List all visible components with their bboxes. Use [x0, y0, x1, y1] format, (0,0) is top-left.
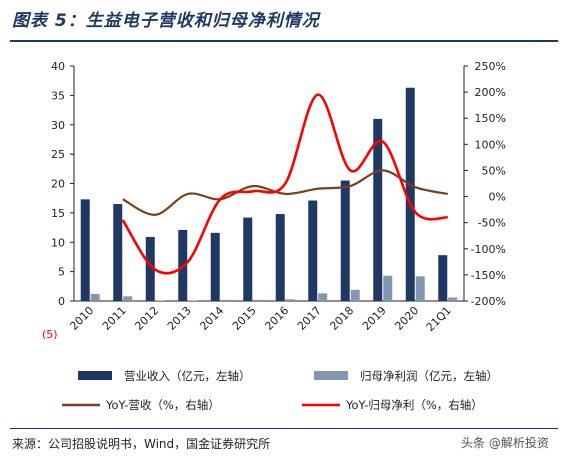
revenue-bar — [373, 118, 383, 301]
chart-svg: 0 5 10 15 20 25 30 35 40 -200% -150% -100% -50% 0% 50%… — [42, 60, 506, 412]
right-tick-label: 50% — [482, 164, 506, 177]
right-tick-label: -200% — [471, 295, 506, 308]
left-tick-label: 20 — [51, 178, 65, 191]
title-divider — [10, 40, 558, 42]
revenue-bar — [80, 199, 90, 301]
chart-lines — [121, 93, 449, 275]
revenue-bar — [405, 87, 415, 301]
revenue-bar — [340, 180, 350, 301]
right-tick-label: -150% — [471, 269, 506, 282]
x-tick-label: 2020 — [392, 304, 421, 333]
x-tick-label: 2018 — [327, 304, 356, 333]
right-tick-label: 200% — [475, 86, 506, 99]
profit-bar — [123, 296, 133, 301]
left-tick-label: 0 — [58, 295, 65, 308]
left-tick-label: 5 — [58, 266, 65, 279]
profit-bar — [285, 299, 295, 301]
chart-legend: 营业收入（亿元，左轴） 归母净利润（亿元，左轴） YoY-营收（%，右轴） YoY-归… — [62, 369, 498, 412]
right-tick-label: 100% — [475, 138, 506, 151]
profit-bar — [253, 299, 263, 301]
x-tick-label: 2010 — [67, 304, 96, 333]
x-tick-label: 2015 — [230, 304, 259, 333]
right-tick-label: 250% — [475, 60, 506, 73]
profit-bar — [448, 297, 458, 301]
profit-bar — [318, 293, 328, 301]
x-tick-label: 2019 — [360, 304, 389, 333]
profit-bar — [220, 299, 230, 301]
legend-swatch-bar — [78, 371, 112, 380]
x-tick-label: 2017 — [295, 304, 324, 333]
chart-axes: 0 5 10 15 20 25 30 35 40 -200% -150% -100% -50% 0% 50%… — [51, 60, 506, 308]
right-tick-label: 0% — [489, 191, 506, 204]
left-tick-label: 40 — [51, 60, 65, 73]
x-tick-label: 2014 — [197, 304, 226, 333]
profit-bar — [188, 300, 198, 301]
left-tick-label: 30 — [51, 119, 65, 132]
x-tick-label: 2012 — [132, 304, 161, 333]
right-tick-label: -50% — [478, 217, 506, 230]
legend-label: YoY-营收（%，右轴） — [105, 398, 220, 412]
left-tick-label: 35 — [51, 89, 65, 102]
profit-bar — [155, 300, 165, 301]
revenue-bar — [145, 236, 155, 301]
profit-yoy-line — [121, 93, 448, 275]
revenue-bar — [438, 255, 448, 301]
left-tick-label: 25 — [51, 148, 65, 161]
left-tick-label: 10 — [51, 236, 65, 249]
profit-bar — [90, 293, 100, 301]
legend-swatch-bar — [314, 371, 348, 380]
revenue-bar — [275, 214, 285, 301]
figure-title: 图表 5：生益电子营收和归母净利情况 — [12, 11, 320, 31]
profit-bar — [383, 275, 393, 301]
x-axis-ticks: 2010 2011 2012 2013 2014 2015 2016 2017 2018 2019… — [67, 304, 453, 334]
chart-annotation: (5) — [42, 328, 58, 341]
x-tick-label: 2011 — [100, 304, 129, 333]
right-tick-label: -100% — [471, 243, 506, 256]
profit-bar — [415, 276, 425, 301]
x-tick-label: 2016 — [262, 304, 291, 333]
revenue-bar — [210, 232, 220, 301]
revenue-bar — [113, 204, 123, 301]
left-tick-label: 15 — [51, 207, 65, 220]
right-tick-label: 150% — [475, 112, 506, 125]
x-tick-label: 2013 — [165, 304, 194, 333]
chart-bars — [80, 87, 458, 301]
revenue-yoy-line — [122, 169, 449, 216]
revenue-bar — [243, 217, 253, 301]
x-tick-label: 21Q1 — [424, 304, 454, 334]
figure-source: 来源：公司招股说明书，Wind，国金证券研究所 — [12, 437, 271, 451]
legend-label: 归母净利润（亿元，左轴） — [360, 369, 498, 383]
legend-label: 营业收入（亿元，左轴） — [124, 369, 251, 383]
legend-label: YoY-归母净利（%，右轴） — [345, 398, 483, 412]
watermark: 头条 @解析投资 — [458, 433, 552, 452]
revenue-bar — [308, 200, 318, 301]
profit-bar — [350, 289, 360, 301]
source-divider — [10, 428, 558, 429]
